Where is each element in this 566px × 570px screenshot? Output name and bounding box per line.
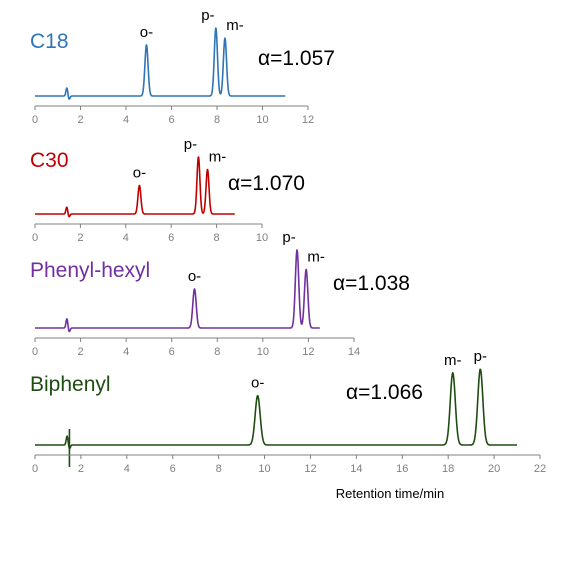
chromatogram-trace-c18 (34, 27, 286, 100)
x-tick-label: 2 (78, 463, 84, 475)
x-tick-label: 12 (304, 463, 316, 475)
x-axis-biphenyl: 0 2 4 6 8 10 12 14 16 18 20 22 (32, 454, 546, 475)
x-tick-label: 2 (78, 346, 84, 358)
panel-biphenyl: Biphenyl α=1.066 0 2 4 6 8 10 12 14 16 18 20 22 o-m… (30, 348, 546, 501)
panel-c30: C30 α=1.070 0 2 4 6 8 10 o-p-m- (30, 136, 305, 244)
x-tick-label: 4 (123, 114, 129, 126)
x-tick-label: 0 (32, 346, 38, 358)
peak-label: p- (282, 229, 295, 246)
x-tick-label: 0 (32, 463, 38, 475)
peak-label: p- (201, 7, 214, 24)
peak-labels-c30: o-p-m- (133, 136, 227, 182)
peak-label: o- (133, 165, 146, 182)
peak-label: o- (140, 24, 153, 41)
panel-title-c18: C18 (30, 30, 69, 53)
x-tick-label: 6 (168, 232, 174, 244)
x-tick-label: 12 (302, 346, 314, 358)
peak-labels-phenyl-hexyl: o-p-m- (188, 229, 325, 285)
alpha-annotation-c18: α=1.057 (258, 47, 335, 70)
peak-label: p- (474, 348, 487, 365)
x-tick-label: 2 (77, 232, 83, 244)
peak-label: o- (251, 375, 264, 392)
x-tick-label: 14 (350, 463, 362, 475)
x-tick-label: 10 (258, 463, 270, 475)
x-tick-label: 22 (534, 463, 546, 475)
x-tick-label: 16 (396, 463, 408, 475)
panel-c18: C18 α=1.057 0 2 4 6 8 10 12 o-p-m- (30, 7, 335, 126)
trace-line (34, 156, 236, 218)
x-tick-label: 10 (256, 114, 268, 126)
x-tick-label: 8 (214, 114, 220, 126)
x-tick-label: 6 (170, 463, 176, 475)
peak-label: m- (209, 149, 227, 166)
peak-label: m- (307, 249, 325, 266)
x-tick-label: 12 (302, 114, 314, 126)
x-tick-label: 6 (168, 114, 174, 126)
x-tick-label: 4 (123, 346, 129, 358)
x-tick-label: 0 (32, 114, 38, 126)
peak-label: p- (184, 136, 197, 153)
x-tick-label: 20 (488, 463, 500, 475)
x-tick-label: 0 (32, 232, 38, 244)
x-axis-c30: 0 2 4 6 8 10 (32, 223, 268, 244)
x-axis-phenyl-hexyl: 0 2 4 6 8 10 12 14 (32, 337, 360, 358)
alpha-annotation-biphenyl: α=1.066 (346, 381, 423, 404)
x-tick-label: 4 (124, 463, 130, 475)
x-axis-label: Retention time/min (336, 486, 444, 501)
trace-line (34, 249, 321, 333)
alpha-annotation-phenyl-hexyl: α=1.038 (333, 272, 410, 295)
peak-label: m- (444, 352, 462, 369)
x-tick-label: 18 (442, 463, 454, 475)
alpha-annotation-c30: α=1.070 (228, 172, 305, 195)
panel-title-biphenyl: Biphenyl (30, 373, 111, 396)
chromatogram-trace-phenyl-hexyl (34, 249, 321, 333)
x-tick-label: 8 (214, 346, 220, 358)
trace-line (34, 368, 518, 450)
peak-label: o- (188, 268, 201, 285)
chromatogram-trace-biphenyl (34, 368, 518, 467)
panel-title-phenyl-hexyl: Phenyl-hexyl (30, 259, 150, 282)
x-tick-label: 4 (123, 232, 129, 244)
panel-phenyl-hexyl: Phenyl-hexyl α=1.038 0 2 4 6 8 10 12 14 o-p-m- (30, 229, 410, 358)
x-tick-label: 14 (348, 346, 360, 358)
x-axis-c18: 0 2 4 6 8 10 12 (32, 105, 314, 126)
x-tick-label: 2 (77, 114, 83, 126)
peak-labels-biphenyl: o-m-p- (251, 348, 487, 392)
peak-label: m- (226, 17, 244, 34)
x-tick-label: 8 (216, 463, 222, 475)
x-tick-label: 6 (169, 346, 175, 358)
panel-title-c30: C30 (30, 149, 69, 172)
x-tick-label: 10 (256, 232, 268, 244)
x-tick-label: 8 (214, 232, 220, 244)
chromatogram-trace-c30 (34, 156, 236, 218)
trace-line (34, 27, 286, 100)
x-tick-label: 10 (257, 346, 269, 358)
peak-labels-c18: o-p-m- (140, 7, 244, 41)
